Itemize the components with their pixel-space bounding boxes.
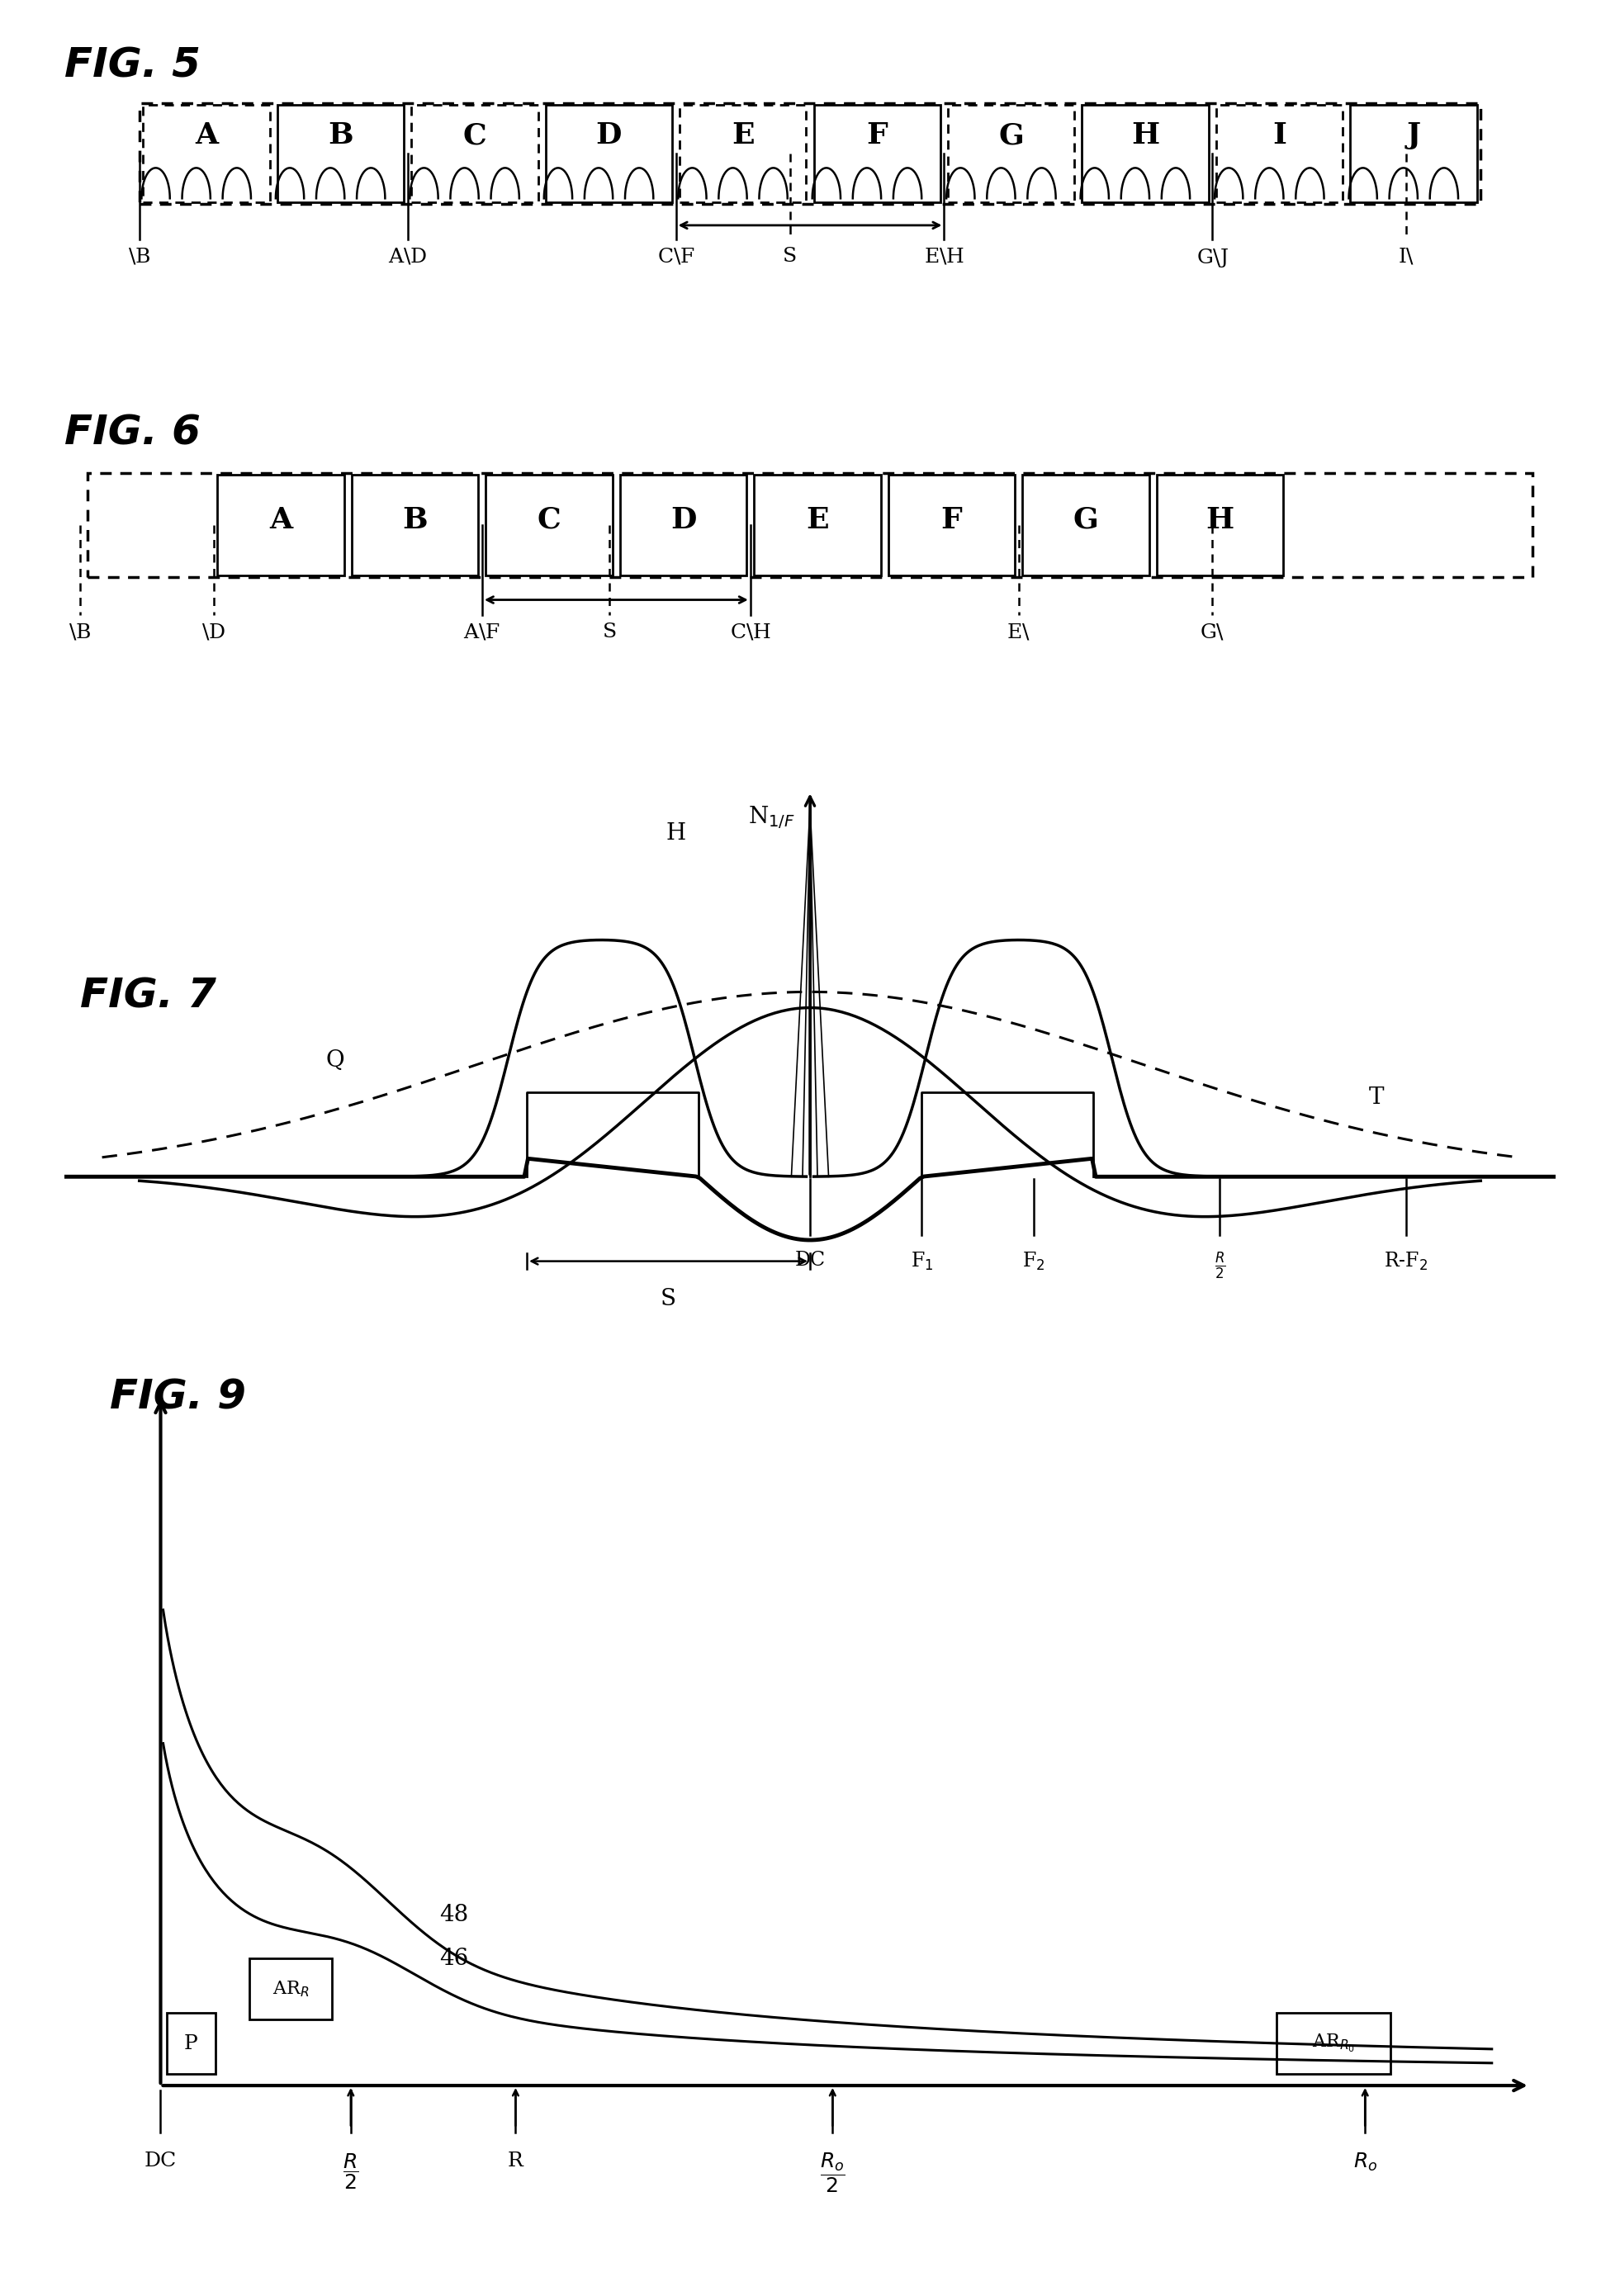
Text: E$\backslash$: E$\backslash$ [1006,622,1030,643]
Text: G$\backslash$: G$\backslash$ [1200,622,1225,643]
Text: T: T [1369,1086,1383,1109]
Text: $\frac{R}{2}$: $\frac{R}{2}$ [1215,1251,1225,1281]
Text: I$\backslash$: I$\backslash$ [1398,248,1414,266]
Text: A: A [269,505,293,535]
Text: AR$_{R_0}$: AR$_{R_0}$ [1312,2032,1354,2055]
Text: S: S [782,248,797,266]
Bar [755,475,881,576]
Text: C: C [538,505,561,535]
Text: S: S [661,1288,676,1311]
Text: B: B [402,505,428,535]
Text: J: J [1406,122,1421,149]
Bar [620,475,747,576]
Text: F$_2$: F$_2$ [1022,1251,1045,1272]
Bar [1157,475,1283,576]
Text: C$\backslash$F: C$\backslash$F [658,248,695,266]
Text: R-F$_2$: R-F$_2$ [1383,1251,1429,1272]
Text: D: D [596,122,622,149]
Text: 46: 46 [439,1947,468,1970]
Text: FIG. 6: FIG. 6 [65,413,201,452]
Text: E$\backslash$H: E$\backslash$H [923,248,964,266]
Bar [411,106,538,202]
Text: 48: 48 [439,1903,468,1926]
Text: DC: DC [144,2151,177,2170]
Text: E: E [807,505,829,535]
Text: $\backslash$B: $\backslash$B [128,248,151,266]
Bar [1022,475,1149,576]
Text: DC: DC [795,1251,825,1270]
Bar [217,475,345,576]
Text: $\backslash$D: $\backslash$D [202,622,225,643]
Text: FIG. 9: FIG. 9 [110,1378,246,1417]
Text: $\dfrac{R_o}{2}$: $\dfrac{R_o}{2}$ [820,2151,846,2195]
Text: R: R [507,2151,523,2170]
Text: C: C [463,122,486,149]
Text: F$_1$: F$_1$ [910,1251,933,1272]
Text: FIG. 7: FIG. 7 [79,976,215,1015]
Bar [1082,106,1209,202]
Text: A: A [194,122,219,149]
Text: G: G [998,122,1024,149]
Bar [888,475,1016,576]
Bar [486,475,612,576]
Bar [139,103,1481,204]
Text: I: I [1272,122,1286,149]
Text: N$_{1/F}$: N$_{1/F}$ [748,804,795,831]
Bar [546,106,672,202]
Text: H: H [1131,122,1160,149]
Text: AR$_R$: AR$_R$ [272,1979,309,1998]
Bar [680,106,807,202]
Text: F: F [941,505,962,535]
Bar [167,2014,215,2073]
Bar [813,106,940,202]
Text: C$\backslash$H: C$\backslash$H [729,622,771,643]
Text: E: E [732,122,755,149]
Bar [352,475,478,576]
Text: $\dfrac{R}{2}$: $\dfrac{R}{2}$ [343,2151,358,2190]
Text: F: F [867,122,888,149]
Text: FIG. 5: FIG. 5 [65,46,201,85]
Text: A$\backslash$D: A$\backslash$D [389,248,428,266]
Bar [1277,2014,1390,2073]
Text: G: G [1072,505,1098,535]
Bar [143,106,269,202]
Text: D: D [671,505,697,535]
Bar [277,106,403,202]
Text: $R_o$: $R_o$ [1353,2151,1377,2174]
Bar [87,473,1533,576]
Text: B: B [327,122,353,149]
Bar [249,1958,332,2020]
Text: H: H [1205,505,1234,535]
Bar [1351,106,1477,202]
Text: $\backslash$B: $\backslash$B [68,622,91,643]
Bar [948,106,1074,202]
Text: A$\backslash$F: A$\backslash$F [463,622,501,643]
Text: Q: Q [326,1049,345,1072]
Text: H: H [666,822,685,845]
Text: S: S [603,622,617,641]
Text: G$\backslash$J: G$\backslash$J [1196,248,1228,269]
Text: P: P [185,2034,198,2053]
Bar [1217,106,1343,202]
